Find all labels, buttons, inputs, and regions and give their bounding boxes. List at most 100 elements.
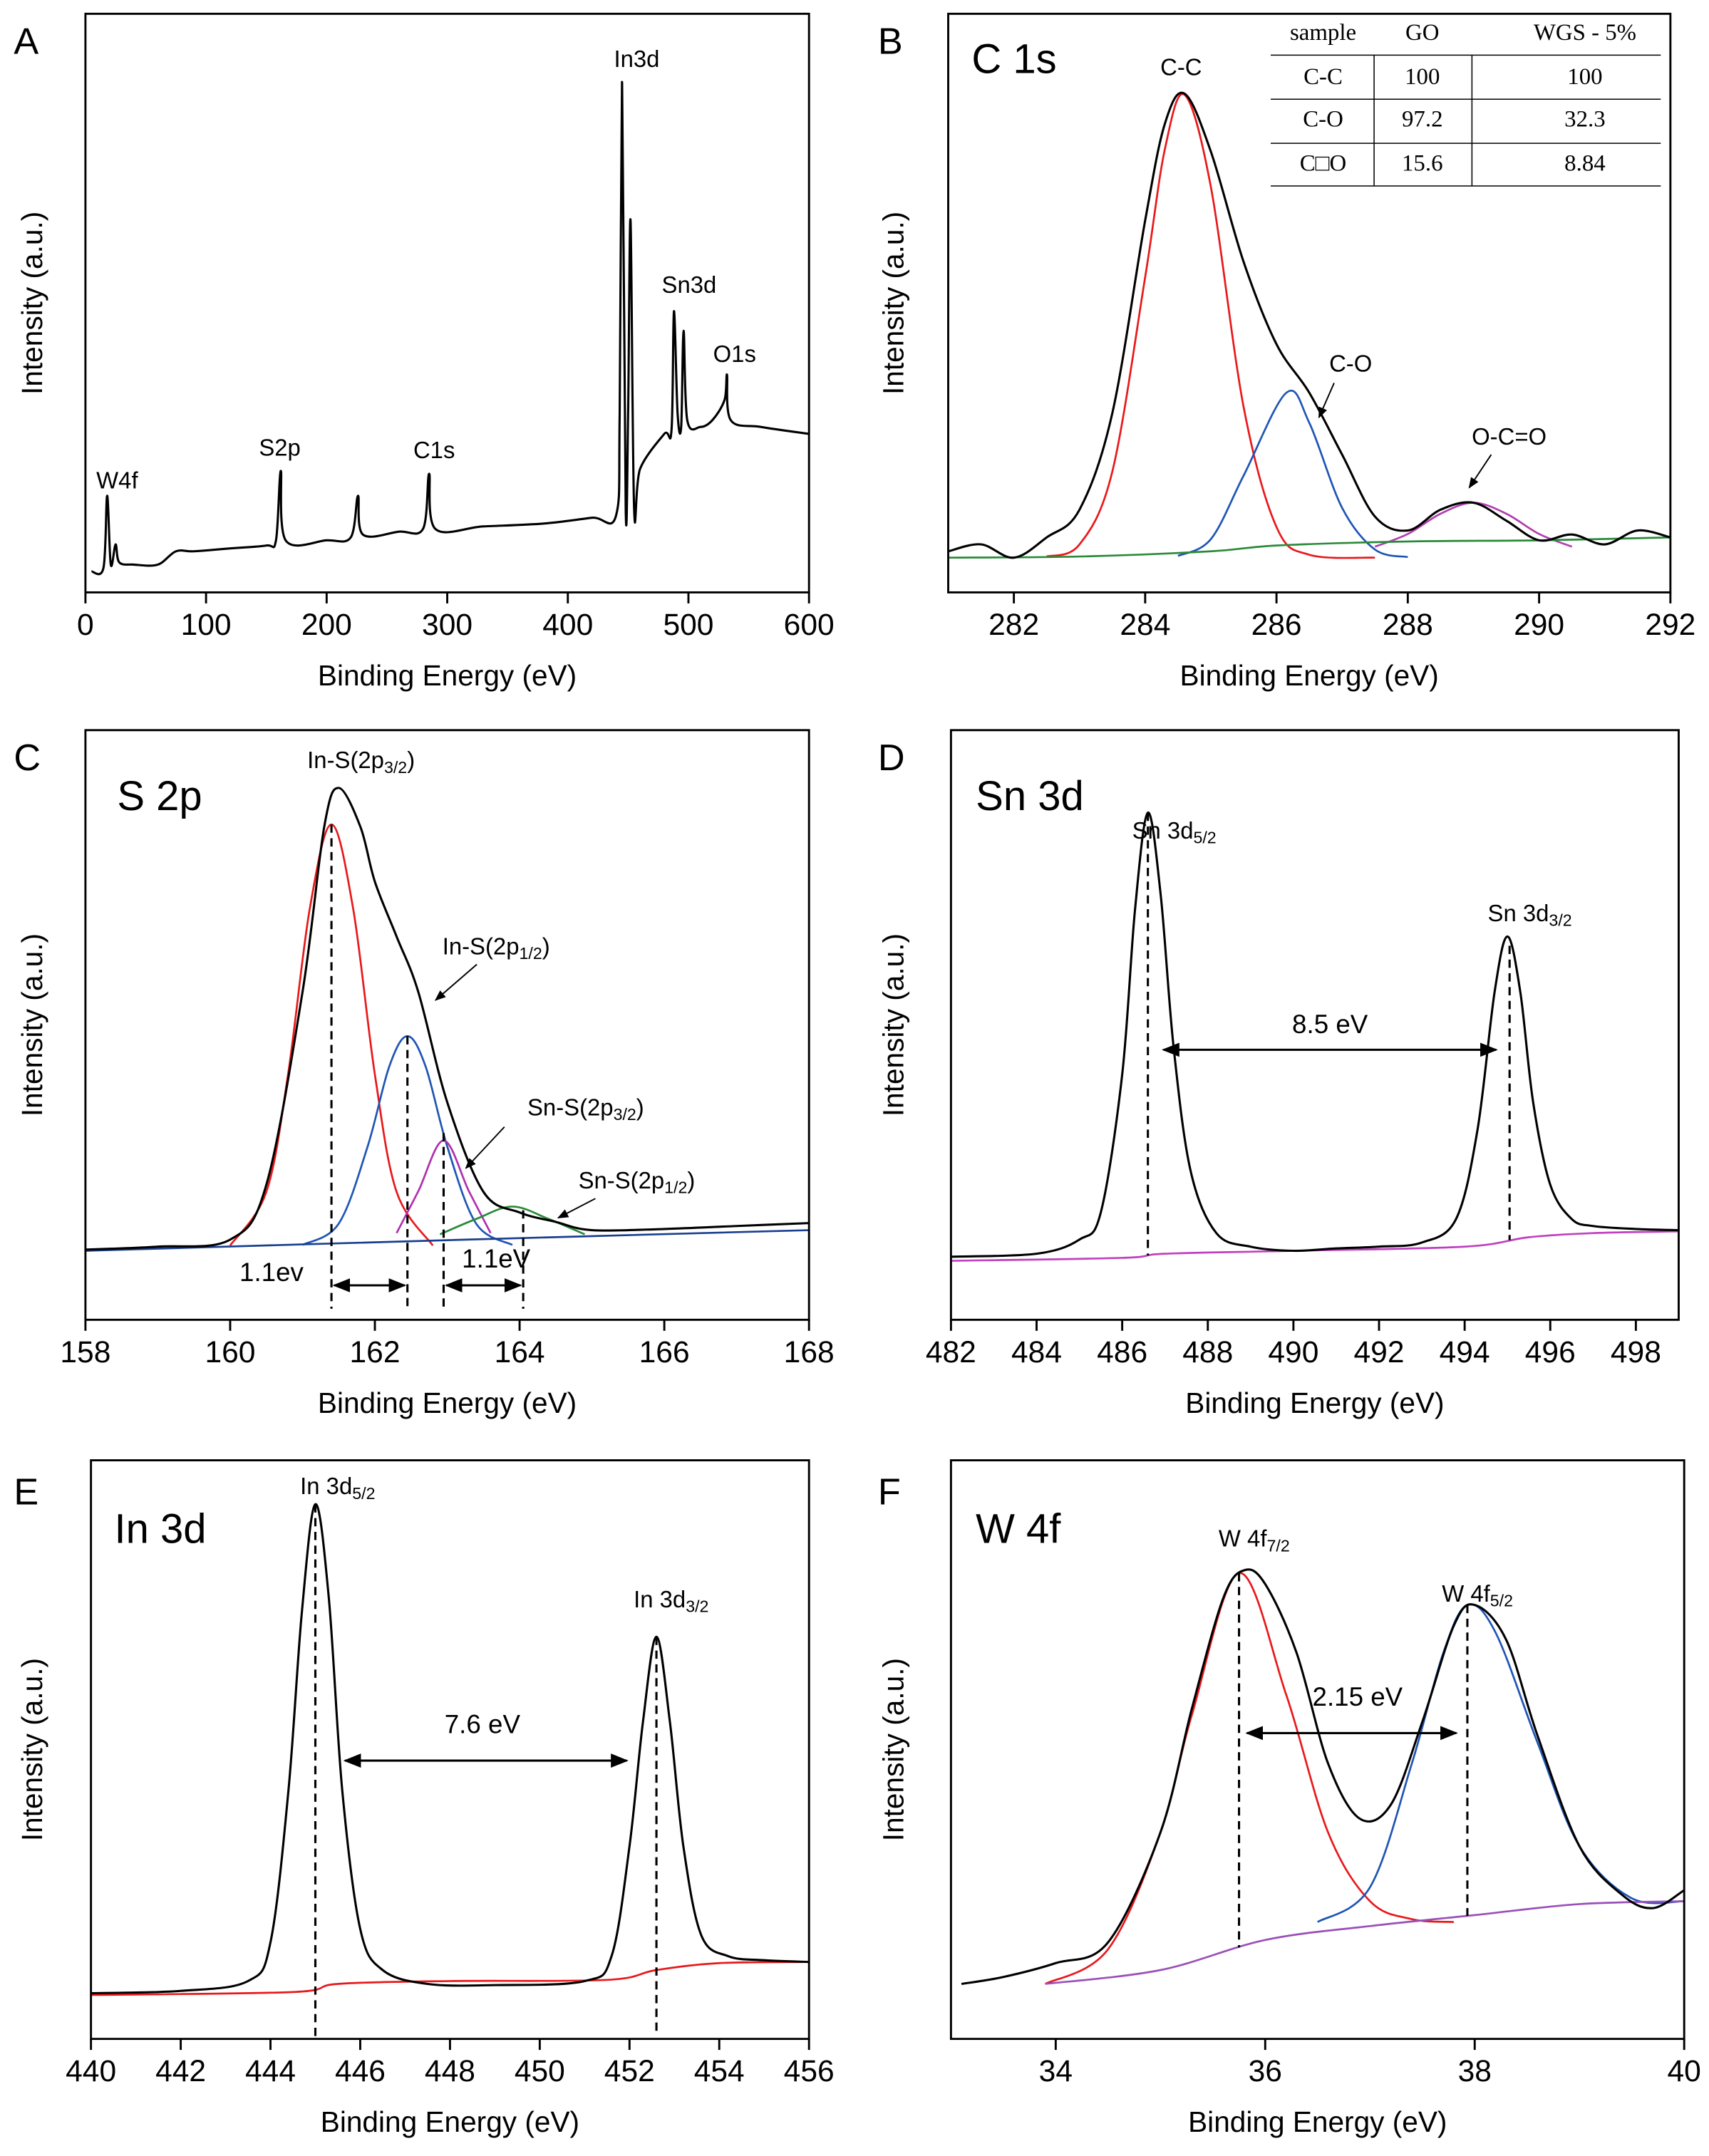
peak-annotation: In 3d3/2 (634, 1585, 708, 1615)
data-line (91, 1503, 810, 1995)
x-tick-label: 494 (1440, 1335, 1490, 1369)
y-axis-label: Intensity (a.u.) (16, 933, 48, 1116)
data-line (951, 812, 1679, 1258)
x-tick-label: 166 (639, 1335, 690, 1369)
x-tick-label: 36 (1249, 2054, 1282, 2088)
x-tick-label: 452 (604, 2054, 655, 2088)
annotation-tail: ) (687, 1167, 695, 1193)
plot-frame (84, 729, 810, 1321)
data-line (1044, 1572, 1454, 1985)
annotation-subscript: 5/2 (352, 1484, 375, 1503)
plot-frame (949, 1459, 1685, 2041)
annotation-subscript: 3/2 (686, 1597, 708, 1616)
annotation-text: In 3d (300, 1473, 352, 1499)
pointer-arrow (1318, 383, 1335, 419)
panel-title: In 3d (115, 1505, 207, 1552)
x-tick-label: 286 (1251, 608, 1302, 642)
peak-annotation: W4f (96, 467, 138, 493)
x-axis-label: Binding Energy (eV) (1185, 1387, 1444, 1419)
panel: B C 1s 282 284 286 288 290 292 Binding Energy (e… (877, 12, 1695, 692)
x-tick-label: 292 (1645, 608, 1695, 642)
peak-annotation: C1s (413, 437, 455, 463)
panel-label: B (878, 21, 903, 63)
data-line (85, 787, 810, 1251)
panel-label: A (14, 21, 38, 63)
peak-annotation: Sn 3d3/2 (1488, 900, 1572, 930)
x-tick-label: 160 (205, 1335, 255, 1369)
x-axis-label: Binding Energy (eV) (1180, 659, 1439, 692)
y-axis-label: Intensity (a.u.) (877, 212, 910, 395)
arrow-label: 1.1ev (239, 1258, 304, 1287)
data-line (1177, 390, 1408, 559)
x-tick-label: 446 (335, 2054, 386, 2088)
peak-annotation: Sn-S(2p3/2) (527, 1094, 644, 1124)
panel-title: W 4f (976, 1505, 1061, 1552)
x-tick-label: 482 (926, 1335, 976, 1369)
annotation-text: W 4f (1442, 1580, 1490, 1607)
panel-title: Sn 3d (976, 773, 1084, 819)
peak-annotation: Sn-S(2p1/2) (579, 1167, 696, 1197)
annotation-text: Sn 3d (1132, 817, 1194, 844)
x-tick-label: 200 (301, 608, 352, 642)
x-tick-label: 488 (1182, 1335, 1233, 1369)
data-line (1317, 1603, 1685, 1923)
annotation-subscript: 1/2 (519, 944, 542, 963)
panel: F W 4f 34 36 38 40 Binding Energy (eV) Intensit… (877, 1459, 1701, 2138)
x-tick-label: 456 (784, 2054, 835, 2088)
annotation-text: W4f (96, 467, 138, 493)
annotation-tail: ) (542, 933, 550, 959)
arrow-label: 7.6 eV (445, 1709, 521, 1738)
peak-annotation: In-S(2p1/2) (443, 933, 550, 963)
table-header: sample (1290, 20, 1356, 46)
pointer-arrow (1468, 454, 1492, 489)
x-tick-label: 492 (1354, 1335, 1405, 1369)
x-tick-label: 484 (1011, 1335, 1062, 1369)
x-tick-label: 162 (350, 1335, 401, 1369)
x-tick-label: 158 (60, 1335, 110, 1369)
x-tick-label: 0 (77, 608, 94, 642)
panel-label: C (14, 737, 41, 779)
panel: C S 2p 158 160 162 164 166 168 Binding Energy (e… (14, 729, 835, 1419)
arrow-label: 2.15 eV (1313, 1682, 1403, 1711)
annotation-subscript: 3/2 (384, 758, 407, 777)
x-tick-label: 448 (425, 2054, 475, 2088)
x-tick-label: 490 (1268, 1335, 1318, 1369)
peak-annotation: Sn3d (662, 271, 717, 298)
x-axis-label: Binding Energy (eV) (1188, 2105, 1447, 2138)
x-tick-label: 444 (245, 2054, 296, 2088)
x-tick-label: 34 (1039, 2054, 1073, 2088)
x-tick-label: 600 (784, 608, 835, 642)
panel-label: E (14, 1472, 38, 1513)
table-cell: C-O (1303, 107, 1343, 133)
x-tick-label: 290 (1514, 608, 1564, 642)
x-tick-label: 440 (66, 2054, 116, 2088)
panel-title: S 2p (117, 773, 202, 819)
peak-annotation: S2p (259, 434, 300, 460)
x-tick-label: 168 (784, 1335, 835, 1369)
x-tick-label: 282 (988, 608, 1039, 642)
plot-frame (84, 12, 810, 594)
x-tick-label: 442 (155, 2054, 206, 2088)
pointer-arrow (557, 1198, 596, 1219)
annotation-subscript: 5/2 (1193, 829, 1216, 847)
x-tick-label: 400 (542, 608, 593, 642)
panel: D Sn 3d 482 484 486 488 490 492 494 496 498 Binding… (877, 729, 1680, 1419)
annotation-subscript: 7/2 (1266, 1536, 1289, 1555)
annotation-text: Sn-S(2p (527, 1094, 614, 1120)
data-line (91, 81, 810, 576)
annotation-text: O1s (713, 341, 756, 367)
y-axis-label: Intensity (a.u.) (877, 1658, 910, 1841)
annotation-text: Sn 3d (1488, 900, 1549, 926)
plot-frame (947, 12, 1672, 594)
x-tick-label: 486 (1097, 1335, 1147, 1369)
peak-annotation: In-S(2p3/2) (307, 747, 415, 777)
data-line (85, 1229, 810, 1252)
annotation-subscript: 5/2 (1490, 1592, 1513, 1610)
pointer-arrow (465, 1126, 505, 1169)
annotation-subscript: 3/2 (1549, 911, 1571, 930)
peak-annotation: O-C=O (1472, 423, 1547, 450)
x-tick-label: 500 (663, 608, 713, 642)
x-tick-label: 38 (1458, 2054, 1492, 2088)
peak-annotation: W 4f5/2 (1442, 1580, 1513, 1610)
